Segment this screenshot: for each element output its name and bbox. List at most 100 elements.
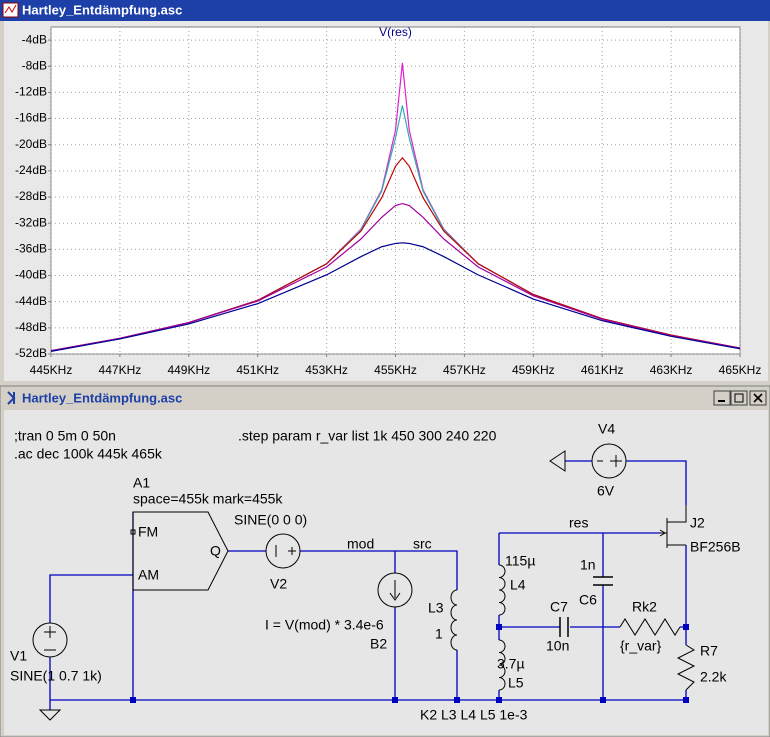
component-name: V2	[270, 576, 287, 592]
x-tick-label: 463KHz	[650, 363, 693, 377]
pin-label: Q	[210, 543, 221, 559]
series-line	[50, 242, 741, 352]
y-tick-label: -8dB	[22, 58, 47, 72]
x-tick-label: 457KHz	[443, 363, 486, 377]
l3-symbol	[450, 589, 458, 651]
c7-symbol	[559, 617, 569, 637]
y-tick-label: -48dB	[15, 320, 47, 334]
component-name: Rk2	[632, 599, 657, 615]
directive: ;tran 0 5m 0 50n	[14, 428, 116, 444]
pin-label: FM	[138, 524, 158, 540]
component-name: B2	[370, 636, 387, 652]
v2-polarity	[275, 545, 296, 557]
l4-symbol	[498, 564, 506, 616]
y-tick-label: -24dB	[15, 163, 47, 177]
b2-arrow	[389, 580, 401, 601]
net-label: src	[413, 536, 432, 552]
x-tick-label: 447KHz	[99, 363, 142, 377]
component-value: 3.7µ	[497, 656, 525, 672]
y-tick-label: -36dB	[15, 242, 47, 256]
c6-symbol	[593, 576, 613, 586]
b2-symbol	[377, 572, 413, 608]
component-value: SINE(0 0 0)	[234, 512, 307, 528]
schematic-icon	[7, 391, 16, 405]
ground	[549, 450, 566, 472]
schematic-drawing: ;tran 0 5m 0 50n .ac dec 100k 445k 465k …	[10, 421, 741, 723]
y-tick-label: -40dB	[15, 268, 47, 282]
component-name: L4	[510, 577, 526, 593]
wire	[49, 460, 687, 710]
minimize-button[interactable]	[713, 390, 731, 406]
component-value: 10n	[546, 638, 569, 654]
y-tick-label: -44dB	[15, 294, 47, 308]
l5-symbol	[498, 639, 506, 691]
component-name: R7	[700, 643, 718, 659]
x-tick-label: 445KHz	[30, 363, 73, 377]
net-label: res	[569, 515, 588, 531]
junctions	[130, 624, 689, 703]
junction	[130, 697, 136, 703]
y-tick-label: -4dB	[22, 32, 47, 46]
junction	[496, 697, 502, 703]
junction	[600, 697, 606, 703]
chart: V(res) -4dB -8dB -12dB -16dB -20dB -24dB -28dB -…	[15, 25, 761, 377]
plot-area	[50, 26, 741, 355]
component-value: I = V(mod) * 3.4e-6	[265, 617, 384, 633]
component-name: J2	[690, 515, 705, 531]
component-name: V1	[10, 648, 27, 664]
component-name: L3	[428, 600, 444, 616]
plot-title-bar	[0, 0, 770, 21]
v4-polarity	[597, 455, 622, 467]
v1-polarity	[44, 626, 56, 651]
component-name: A1	[133, 475, 150, 491]
x-tick-label: 455KHz	[374, 363, 417, 377]
v4-symbol	[591, 443, 627, 479]
directive: .step param r_var list 1k 450 300 240 22…	[238, 428, 497, 444]
component-value: BF256B	[690, 539, 741, 555]
x-tick-label: 453KHz	[305, 363, 348, 377]
y-tick-label: -32dB	[15, 215, 47, 229]
directive: .ac dec 100k 445k 465k	[14, 446, 163, 462]
x-tick-label: 451KHz	[236, 363, 279, 377]
fm-pin	[130, 529, 136, 535]
net-label: mod	[347, 536, 374, 552]
directive: K2 L3 L4 L5 1e-3	[420, 707, 528, 723]
x-tick-label: 465KHz	[719, 363, 762, 377]
junction	[454, 697, 460, 703]
window-buttons	[713, 390, 767, 406]
x-tick-label: 461KHz	[581, 363, 624, 377]
x-tick-label: 459KHz	[512, 363, 555, 377]
a1-symbol	[132, 511, 229, 591]
component-value: 115µ	[505, 553, 535, 569]
component-name: C7	[550, 599, 568, 615]
y-tick-label: -16dB	[15, 111, 47, 125]
y-tick-label: -20dB	[15, 137, 47, 151]
ground	[38, 709, 62, 721]
component-value: 1n	[580, 557, 596, 573]
pin-label: AM	[138, 567, 159, 583]
junction	[392, 697, 398, 703]
schematic-window-title: Hartley_Entdämpfung.asc	[22, 390, 182, 405]
x-tick-label: 449KHz	[167, 363, 210, 377]
schematic-canvas	[4, 410, 768, 735]
junction	[683, 624, 689, 630]
component-name: C6	[579, 592, 597, 608]
close-glyph	[753, 393, 763, 403]
series-line	[50, 202, 741, 352]
r7-symbol	[676, 644, 696, 691]
y-tick-label: -12dB	[15, 85, 47, 99]
schematic-title-bar	[2, 388, 768, 408]
component-value: {r_var}	[620, 638, 662, 654]
component-value: SINE(1 0.7 1k)	[10, 668, 102, 684]
j2-symbol	[659, 505, 687, 548]
maximize-button[interactable]	[730, 390, 748, 406]
plot-icon-glyph	[4, 4, 17, 14]
component-value: 1	[435, 626, 443, 642]
component-value: 6V	[597, 483, 615, 499]
v1-symbol	[32, 622, 68, 658]
v2-symbol	[265, 533, 301, 569]
component-value: space=455k mark=455k	[133, 491, 283, 507]
component-value: 2.2k	[700, 669, 727, 685]
